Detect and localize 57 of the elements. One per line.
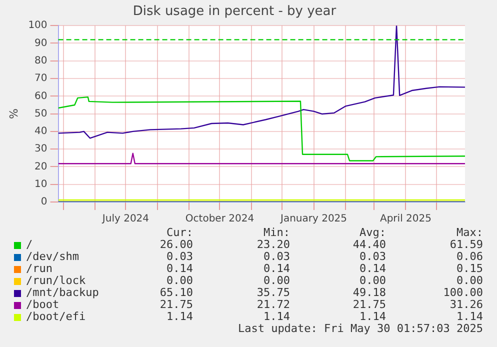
- text: 0.00: [456, 274, 483, 287]
- y-tick-label: 20: [34, 161, 48, 172]
- text: Min:: [264, 226, 290, 239]
- text: 44.40: [352, 238, 386, 251]
- legend-label: /boot: [26, 298, 60, 311]
- y-axis-title: %: [7, 108, 20, 120]
- y-tick-label: 40: [34, 126, 48, 138]
- y-tick-label: 90: [34, 38, 48, 49]
- text: 49.18: [352, 286, 386, 299]
- text: 100.00: [443, 286, 483, 299]
- legend-label: /dev/shm: [26, 250, 79, 263]
- text: 0.00: [360, 274, 386, 287]
- legend-label: /: [26, 238, 33, 251]
- text: 1.14: [166, 310, 193, 323]
- legend-label: /boot/efi: [26, 310, 86, 323]
- x-tick-label: October 2024: [185, 214, 254, 225]
- text: Max:: [456, 226, 483, 239]
- text: 1.14: [456, 310, 483, 323]
- y-tick-label: 80: [34, 55, 48, 66]
- text: 26.00: [160, 238, 193, 251]
- text: Cur:: [166, 226, 193, 239]
- text: 21.75: [160, 298, 193, 311]
- text: 35.75: [256, 286, 290, 299]
- y-tick-label: 10: [34, 178, 48, 190]
- text: 0.14: [360, 262, 386, 275]
- text: 65.10: [160, 286, 193, 299]
- text: Avg:: [360, 226, 386, 239]
- text: 21.75: [352, 298, 386, 311]
- text: 23.20: [256, 238, 290, 251]
- text: 21.72: [256, 298, 290, 311]
- legend-label: /run: [26, 262, 52, 275]
- y-tick-label: 50: [34, 108, 48, 120]
- legend-label: /run/lock: [26, 274, 86, 287]
- text: 61.59: [450, 238, 483, 251]
- x-tick-label: July 2024: [101, 214, 150, 225]
- text: Last update: Fri May 30 01:57:03 2025: [238, 322, 483, 335]
- text: 0.14: [264, 262, 290, 275]
- x-tick-label: January 2025: [279, 214, 348, 225]
- text: 0.00: [166, 274, 193, 287]
- x-tick-label: April 2025: [380, 214, 432, 225]
- y-tick-label: 70: [34, 73, 48, 84]
- text: 1.14: [264, 310, 290, 323]
- text: 31.26: [450, 298, 483, 311]
- text: 0.14: [166, 262, 193, 275]
- text: 0.06: [456, 250, 483, 263]
- y-tick-label: 30: [34, 144, 48, 155]
- text: 0.03: [360, 250, 386, 263]
- text: 0.15: [456, 262, 483, 275]
- text: 0.03: [166, 250, 193, 263]
- y-tick-label: 0: [40, 196, 48, 208]
- text: 1.14: [360, 310, 386, 323]
- y-tick-label: 60: [34, 90, 48, 102]
- y-tick-label: 100: [28, 20, 48, 32]
- text: 0.00: [264, 274, 290, 287]
- legend-label: /mnt/backup: [26, 286, 99, 299]
- text: 0.03: [264, 250, 290, 263]
- chart-title: Disk usage in percent - by year: [132, 4, 337, 20]
